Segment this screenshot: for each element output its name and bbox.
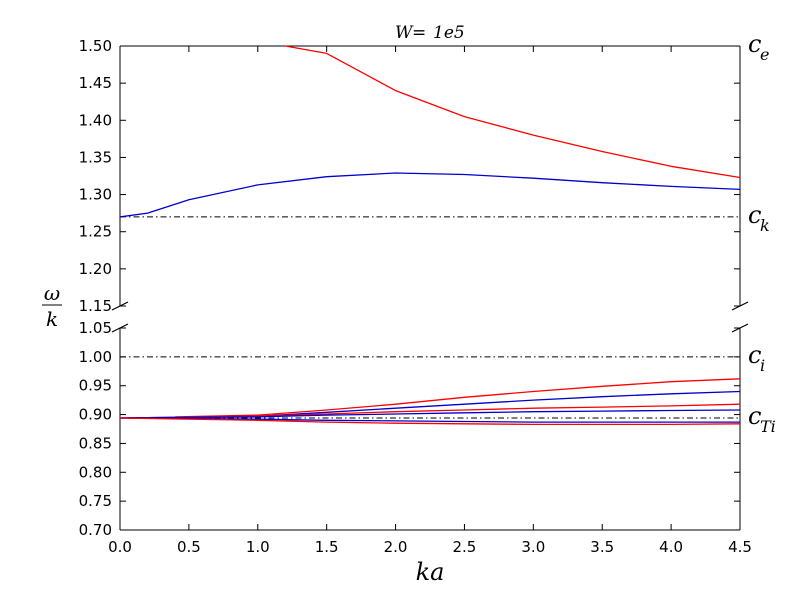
y-tick-label: 1.20 — [79, 260, 112, 278]
x-tick-label: 1.0 — [246, 538, 270, 556]
chart-title-equals: = — [412, 23, 426, 43]
x-tick-label: 1.5 — [315, 538, 339, 556]
y-axis-label-denominator: k — [46, 307, 58, 331]
axis-break-mark — [111, 323, 129, 333]
y-tick-label: 1.25 — [79, 223, 112, 241]
axis-break-mark — [111, 301, 129, 311]
series-line-lower-0 — [175, 378, 741, 418]
x-tick-label: 4.5 — [728, 538, 752, 556]
series-line-lower-3 — [119, 409, 741, 419]
y-axis-label-numerator: ω — [44, 281, 60, 305]
axis-break-mark — [731, 323, 749, 333]
y-tick-label: 0.75 — [79, 492, 112, 510]
series-line-upper-1 — [119, 172, 741, 218]
axis-break-mark — [731, 301, 749, 311]
chart-title: W — [395, 23, 414, 43]
y-tick-label: 1.15 — [79, 297, 112, 315]
y-tick-label: 0.90 — [79, 406, 112, 424]
reference-label-ce: c — [748, 30, 761, 58]
x-tick-label: 2.5 — [453, 538, 477, 556]
y-tick-label: 1.30 — [79, 186, 112, 204]
x-tick-label: 0.5 — [177, 538, 201, 556]
x-tick-label: 3.0 — [521, 538, 545, 556]
reference-label-ck: c — [748, 201, 761, 229]
x-tick-label: 4.0 — [659, 538, 683, 556]
y-tick-label: 1.35 — [79, 148, 112, 166]
x-tick-label: 3.5 — [590, 538, 614, 556]
x-axis-label: ka — [416, 558, 445, 586]
y-tick-label: 1.05 — [79, 319, 112, 337]
y-tick-label: 1.40 — [79, 111, 112, 129]
y-tick-label: 0.95 — [79, 377, 112, 395]
x-tick-label: 2.0 — [384, 538, 408, 556]
y-tick-label: 1.00 — [79, 348, 112, 366]
reference-label-subscript: i — [760, 356, 765, 375]
reference-label-subscript: k — [760, 216, 770, 235]
series-line-lower-5 — [119, 417, 741, 426]
y-tick-label: 0.85 — [79, 434, 112, 452]
reference-label-subscript: e — [760, 45, 769, 64]
y-tick-label: 0.70 — [79, 521, 112, 539]
reference-label-cti: c — [748, 402, 761, 430]
y-tick-label: 1.45 — [79, 74, 112, 92]
series-line-upper-0 — [285, 45, 741, 179]
x-tick-label: 0.0 — [108, 538, 132, 556]
reference-label-ci: c — [748, 341, 761, 369]
y-tick-label: 1.50 — [79, 37, 112, 55]
y-tick-label: 0.80 — [79, 463, 112, 481]
series-line-lower-2 — [119, 403, 741, 419]
series-line-lower-4 — [119, 417, 740, 423]
chart-title-value: 1e5 — [433, 23, 465, 43]
reference-label-subscript: Ti — [760, 417, 776, 436]
